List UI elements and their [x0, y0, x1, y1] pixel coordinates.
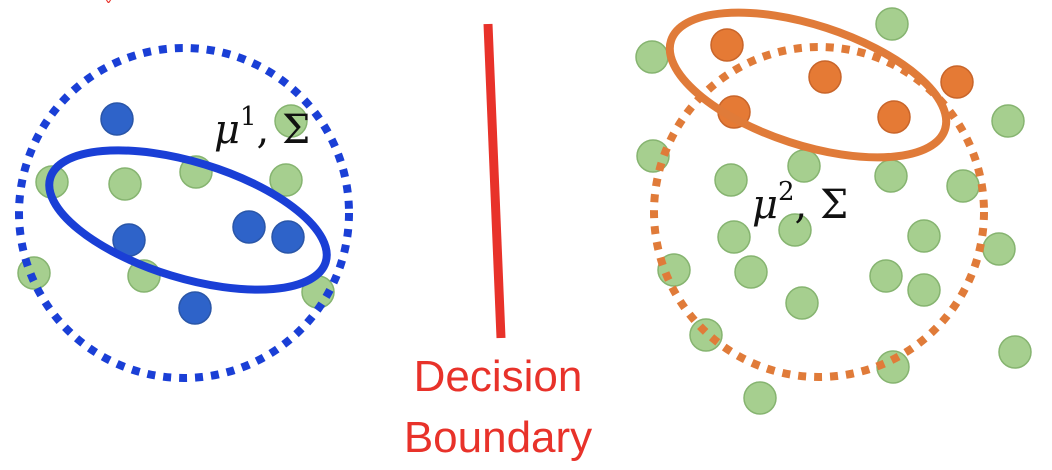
- unlabeled-point: [743, 381, 777, 415]
- unlabeled-point: [714, 163, 748, 197]
- class1-solid-ellipse: [45, 146, 331, 294]
- class1-point: [178, 291, 212, 325]
- right-cluster: μ2, Σ: [635, 7, 1032, 415]
- unlabeled-point: [689, 318, 723, 352]
- mu2-sup: 2: [778, 177, 795, 207]
- decision-boundary-label-line1: Decision: [414, 352, 583, 401]
- class1-dotted-circle: [15, 44, 353, 382]
- unlabeled-point: [108, 167, 142, 201]
- unlabeled-point: [635, 40, 669, 74]
- mu2-base: μ: [752, 182, 778, 228]
- unlabeled-point: [269, 163, 303, 197]
- decision-boundary-line: [483, 23, 506, 339]
- unlabeled-point: [991, 104, 1025, 138]
- decision-boundary: Decision Boundary: [404, 23, 592, 462]
- unlabeled-point: [982, 232, 1016, 266]
- left-cluster: μ1, Σ: [15, 44, 353, 382]
- unlabeled-point: [717, 220, 751, 254]
- mu1-base: μ: [214, 107, 240, 153]
- right-unlabeled-points: [635, 7, 1032, 415]
- unlabeled-point: [998, 335, 1032, 369]
- mu2-tail: , Σ: [795, 182, 849, 228]
- unlabeled-point: [274, 104, 308, 138]
- class2-solid-ellipse: [665, 8, 951, 162]
- unlabeled-point: [734, 255, 768, 289]
- decision-boundary-label-line2: Boundary: [404, 413, 592, 462]
- class1-point: [232, 210, 266, 244]
- unlabeled-point: [869, 259, 903, 293]
- unlabeled-point: [946, 169, 980, 203]
- class2-point: [940, 65, 974, 99]
- class2-point: [877, 100, 911, 134]
- class2-point: [710, 28, 744, 62]
- mu2-label: μ2, Σ: [752, 177, 848, 228]
- mu1-label: μ1, Σ: [214, 102, 310, 153]
- class2-dotted-circle: [650, 43, 988, 381]
- mu1-tail: , Σ: [257, 107, 311, 153]
- unlabeled-point: [785, 286, 819, 320]
- mu1-sup: 1: [240, 102, 257, 132]
- top-mark: ˇ: [104, 0, 113, 19]
- unlabeled-point: [778, 213, 812, 247]
- unlabeled-point: [907, 219, 941, 253]
- class2-point: [808, 60, 842, 94]
- unlabeled-point: [907, 273, 941, 307]
- class1-point: [100, 102, 134, 136]
- left-unlabeled-points: [17, 104, 335, 309]
- unlabeled-point: [874, 159, 908, 193]
- class1-point: [271, 220, 305, 254]
- unlabeled-point: [875, 7, 909, 41]
- class2-points: [710, 28, 974, 134]
- class1-points: [100, 102, 305, 325]
